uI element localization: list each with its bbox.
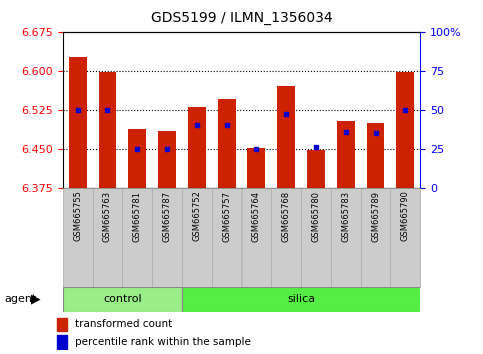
Bar [63,287,182,312]
Text: percentile rank within the sample: percentile rank within the sample [74,337,251,347]
Bar [69,57,86,188]
Text: GSM665783: GSM665783 [341,190,350,242]
Bar [361,188,390,287]
Text: GSM665764: GSM665764 [252,190,261,241]
Bar [122,188,152,287]
Bar [212,188,242,287]
Bar [158,131,176,188]
Bar [390,188,420,287]
Bar [331,188,361,287]
Bar [301,188,331,287]
Bar [397,72,414,188]
Text: transformed count: transformed count [74,319,172,329]
Bar [242,188,271,287]
Text: GSM665789: GSM665789 [371,190,380,241]
Text: GSM665755: GSM665755 [73,190,82,241]
Bar [271,188,301,287]
Text: GSM665768: GSM665768 [282,190,291,242]
Text: agent: agent [5,294,37,304]
Text: GDS5199 / ILMN_1356034: GDS5199 / ILMN_1356034 [151,11,332,25]
Bar [188,107,206,188]
Text: silica: silica [287,294,315,304]
Text: control: control [103,294,142,304]
Bar [93,188,122,287]
Bar [57,335,67,349]
Text: GSM665781: GSM665781 [133,190,142,241]
Text: GSM665790: GSM665790 [401,190,410,241]
Text: GSM665757: GSM665757 [222,190,231,241]
Text: GSM665763: GSM665763 [103,190,112,242]
Bar [337,121,355,188]
Text: ▶: ▶ [31,293,41,306]
Bar [128,130,146,188]
Bar [247,148,265,188]
Text: GSM665752: GSM665752 [192,190,201,241]
Bar [367,123,384,188]
Bar [182,188,212,287]
Bar [63,188,93,287]
Bar [218,99,236,188]
Bar [182,287,420,312]
Bar [57,318,67,331]
Bar [99,72,116,188]
Bar [152,188,182,287]
Text: GSM665787: GSM665787 [163,190,171,242]
Text: GSM665780: GSM665780 [312,190,320,241]
Bar [277,86,295,188]
Bar [307,150,325,188]
